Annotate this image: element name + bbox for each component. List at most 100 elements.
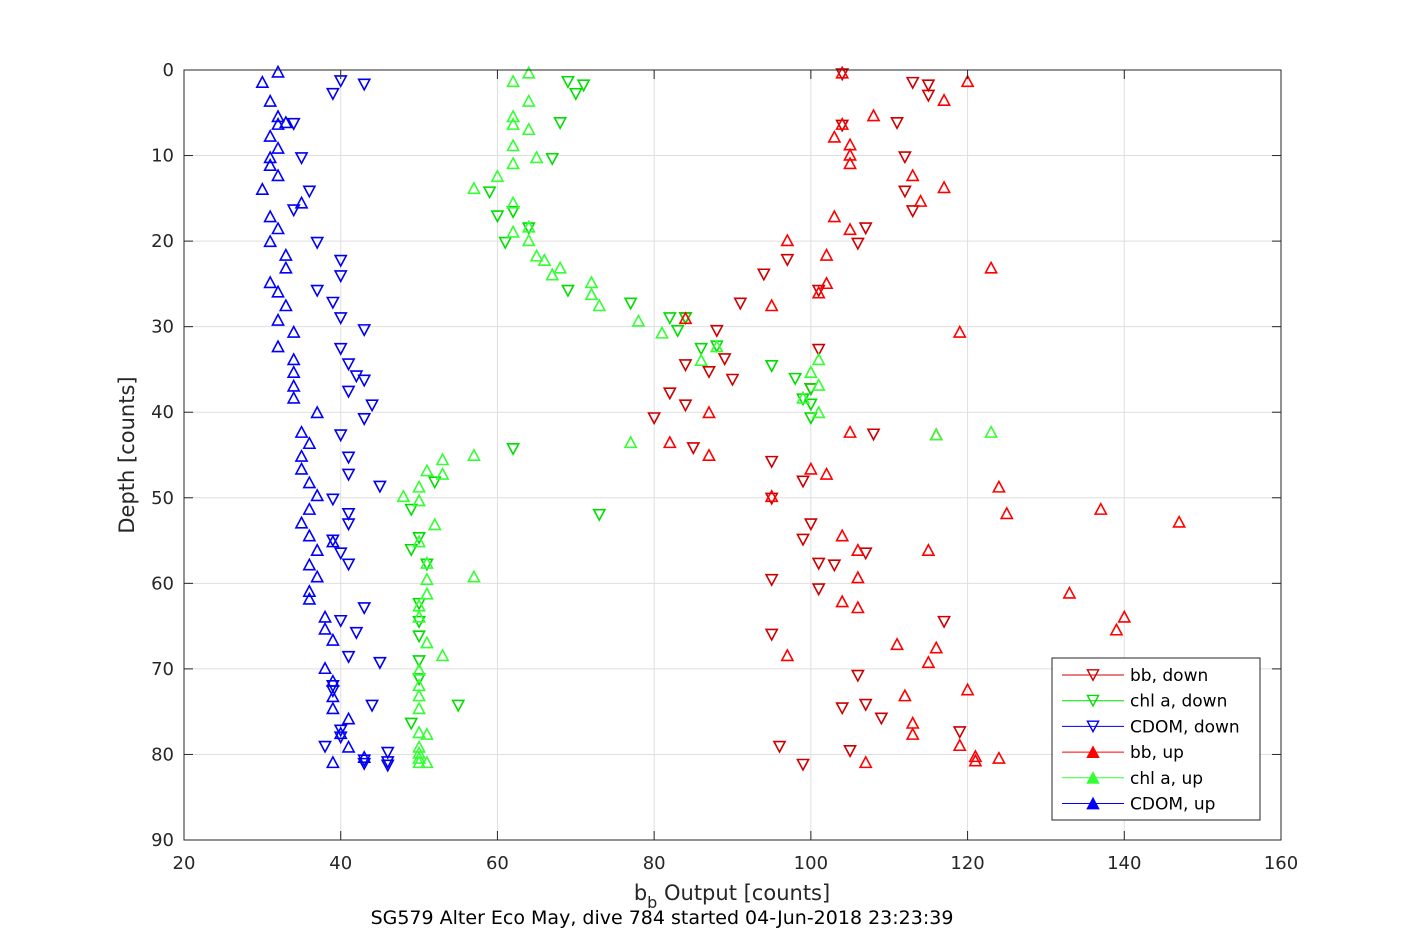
x-tick-label: 60 xyxy=(486,853,509,874)
axis-ticks: 20 40 60 80 100 120 140 160 0 10 20 30 40 50 60 70 80 90 xyxy=(151,60,1298,874)
data-point xyxy=(655,325,669,339)
data-point xyxy=(1117,609,1132,623)
y-tick-label: 30 xyxy=(151,317,174,338)
data-point xyxy=(764,489,779,503)
data-point xyxy=(866,428,881,442)
data-point xyxy=(310,569,325,583)
data-point xyxy=(498,236,513,250)
data-point xyxy=(310,236,325,250)
legend-label: bb, down xyxy=(1130,666,1208,686)
data-point xyxy=(1093,501,1108,515)
data-point xyxy=(506,116,521,130)
data-point xyxy=(827,209,842,223)
data-point xyxy=(521,93,536,107)
data-point xyxy=(412,750,426,764)
data-point xyxy=(733,297,748,311)
data-point xyxy=(529,150,544,164)
data-point xyxy=(937,180,951,194)
data-point xyxy=(278,115,293,129)
data-point xyxy=(506,74,521,88)
data-point xyxy=(905,205,920,219)
data-point xyxy=(686,442,701,456)
data-point xyxy=(412,597,426,611)
data-point xyxy=(380,759,395,773)
x-tick-label: 160 xyxy=(1264,853,1298,874)
data-point xyxy=(835,528,850,542)
data-point xyxy=(811,557,826,571)
data-point xyxy=(803,365,818,379)
data-point xyxy=(858,755,873,769)
data-point xyxy=(271,312,285,326)
data-point xyxy=(725,373,740,387)
data-point xyxy=(937,93,951,106)
data-point xyxy=(576,79,591,93)
series-4 xyxy=(396,65,998,769)
data-point xyxy=(678,399,693,413)
y-tick-label: 40 xyxy=(151,402,174,423)
legend-marker xyxy=(1086,771,1100,784)
data-point xyxy=(341,385,356,399)
data-point xyxy=(553,117,568,130)
data-point xyxy=(678,359,693,373)
data-point xyxy=(796,533,810,547)
legend-label: CDOM, down xyxy=(1130,717,1240,737)
data-point xyxy=(451,699,466,713)
data-point xyxy=(678,311,693,325)
data-point xyxy=(419,555,434,569)
data-point xyxy=(286,117,301,131)
data-point xyxy=(694,353,709,367)
data-point xyxy=(302,185,317,199)
data-point xyxy=(827,559,842,573)
data-point xyxy=(365,699,379,713)
data-point xyxy=(286,390,301,404)
data-point xyxy=(263,150,278,164)
data-point xyxy=(325,534,340,548)
data-point xyxy=(890,637,904,651)
data-point xyxy=(333,429,348,443)
data-point xyxy=(952,738,967,752)
data-point xyxy=(929,427,944,441)
data-point xyxy=(490,169,505,183)
data-point xyxy=(1062,585,1077,599)
data-point xyxy=(803,461,818,475)
data-point xyxy=(843,424,857,438)
legend-marker xyxy=(1086,694,1100,708)
data-point xyxy=(263,158,278,171)
data-point xyxy=(780,253,795,267)
data-point xyxy=(310,543,325,556)
legend-box xyxy=(1051,657,1261,821)
data-point xyxy=(937,615,951,629)
data-point xyxy=(325,296,340,310)
data-point xyxy=(819,247,834,261)
data-point xyxy=(788,372,803,386)
data-point xyxy=(278,260,293,274)
data-point xyxy=(506,206,521,219)
data-point xyxy=(843,745,857,758)
series-5 xyxy=(255,64,372,769)
data-point xyxy=(286,324,301,338)
chart-title: SG579 Alter Eco May, dive 784 started 04… xyxy=(371,907,954,929)
data-point xyxy=(278,298,293,312)
data-point xyxy=(662,435,677,449)
data-point xyxy=(850,237,865,251)
data-point xyxy=(318,661,332,675)
data-point xyxy=(341,650,356,664)
data-point xyxy=(905,76,920,90)
y-tick-label: 20 xyxy=(151,231,174,252)
data-point xyxy=(412,630,426,644)
data-point xyxy=(286,365,301,379)
data-point xyxy=(419,572,434,586)
y-tick-label: 0 xyxy=(163,60,174,81)
data-point xyxy=(796,758,810,772)
data-point xyxy=(341,508,356,521)
data-point xyxy=(341,358,356,372)
data-point xyxy=(333,724,348,738)
data-point xyxy=(1172,514,1187,528)
data-point xyxy=(521,122,536,136)
data-point xyxy=(412,688,426,702)
data-point xyxy=(419,755,434,769)
data-point xyxy=(913,193,928,207)
data-point xyxy=(796,475,810,489)
data-point xyxy=(780,648,795,662)
